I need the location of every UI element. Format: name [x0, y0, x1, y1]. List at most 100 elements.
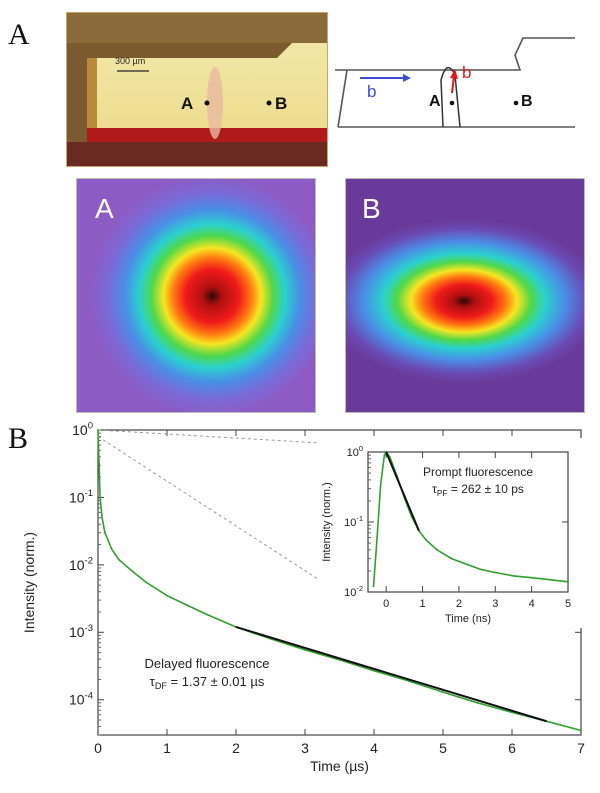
photo-top-region — [67, 13, 327, 43]
plot-0-data-point — [373, 669, 375, 672]
plot-1-data-point — [379, 483, 382, 485]
plot-1-data-point — [479, 568, 482, 571]
scale-bar-label: 300 µm — [115, 56, 146, 66]
red-arrow — [451, 75, 455, 94]
schematic-left-edge — [337, 69, 348, 128]
plot-0-data-point — [166, 594, 168, 597]
plot-1-data-point — [567, 580, 569, 583]
plot-1-data-point — [436, 548, 438, 551]
plot-1-annotation-title: Prompt fluorescence — [423, 465, 533, 479]
beam-profile-b: B — [345, 178, 585, 413]
plot-0-data-point — [304, 648, 306, 651]
plot-0-x-tick-label: 1 — [163, 740, 171, 756]
plot-0-data-point — [110, 548, 113, 551]
plot-1-annotation-tau: τPF = 262 ± 10 ps — [432, 482, 524, 498]
plot-0-y-tick-label: 10-2 — [69, 555, 93, 572]
microscope-image — [67, 13, 327, 166]
beam-profile-a-label: A — [95, 193, 114, 224]
plot-1-x-tick-label: 5 — [565, 598, 571, 610]
plot-0-annotation-tau: τDF = 1.37 ± 0.01 µs — [150, 674, 265, 691]
beam-profile-b-image — [346, 179, 584, 412]
schematic-point-a — [449, 100, 455, 106]
microscope-photo: 300 µm A B — [66, 12, 328, 167]
plot-0-y-tick-label: 10-1 — [69, 488, 93, 505]
schematic-blue-b-label: b — [367, 82, 377, 101]
plot-0-y-tick-label: 10-3 — [69, 623, 93, 640]
plot-1-data-point — [425, 539, 428, 542]
photo-point-a-label: A — [181, 94, 194, 113]
point-b-marker — [266, 100, 272, 106]
beam-profile-a: A — [76, 178, 316, 413]
plot-0-y-axis-label: Intensity (norm.) — [21, 532, 37, 633]
beam-profile-a-image — [77, 179, 315, 412]
schematic-point-b — [513, 100, 519, 106]
plot-1-y-tick-label: 10-1 — [344, 514, 363, 529]
plot-0-x-tick-label: 7 — [577, 740, 585, 756]
plot-0-fit-line — [235, 626, 547, 723]
plot-0-x-tick-label: 6 — [508, 740, 516, 756]
plot-0-data-point — [476, 701, 479, 704]
plot-0-x-tick-label: 0 — [94, 740, 102, 756]
plot-1-fit-line — [385, 451, 420, 532]
excitation-spot — [207, 67, 223, 139]
plot-0-x-tick-label: 3 — [301, 740, 309, 756]
plot-1-data-point — [530, 576, 533, 579]
photo-edge-left — [87, 58, 97, 138]
photo-bottom-region — [67, 142, 327, 166]
plot-1-data-point — [383, 454, 386, 457]
waveguide-schematic: b b A B — [335, 20, 580, 140]
plot-0-data-point — [117, 558, 120, 561]
plot-1-data-point — [548, 578, 551, 581]
schematic-red-b-label: b — [462, 63, 472, 82]
schematic-drawing — [335, 37, 575, 128]
plot-1-x-axis-label: Time (ns) — [445, 613, 491, 625]
beam-a-spot — [83, 179, 315, 412]
plot-0-x-tick-label: 4 — [370, 740, 378, 756]
plot-1-y-tick-label: 100 — [347, 444, 363, 459]
panel-label-a: A — [8, 18, 30, 51]
plot-0-data-point — [186, 604, 189, 607]
plot-1-data-point — [372, 585, 375, 588]
schematic-top-edge — [335, 37, 575, 71]
plot-0-data-point — [99, 496, 101, 499]
panel-label-b: B — [8, 422, 29, 455]
plot-1-data-point — [465, 563, 468, 566]
plot-1-y-axis-label: Intensity (norm.) — [321, 482, 333, 561]
plot-0-data-point — [145, 581, 148, 584]
plot-0-x-axis-label: Time (µs) — [310, 758, 369, 774]
plot-0-data-point — [442, 691, 444, 693]
plot-1-y-tick-label: 10-2 — [344, 584, 363, 599]
point-a-marker — [204, 100, 210, 106]
inset-guide-line-top — [97, 429, 339, 445]
plot-0-data-point — [101, 516, 104, 519]
fluorescence-decay-chart: 0 1 2 3 4 5 6 7 100 10-1 10-2 10-3 10-4 Time (µs) Inte… — [21, 421, 585, 774]
plot-0-annotation-title: Delayed fluorescence — [144, 656, 269, 671]
schematic-point-b-label: B — [521, 93, 533, 110]
beam-b-spot — [346, 219, 584, 383]
photo-red-edge — [87, 128, 327, 142]
plot-1-frame — [367, 451, 569, 593]
plot-1-data-point — [376, 536, 378, 539]
plot-1-x-tick-label: 0 — [383, 598, 389, 610]
plot-1-x-tick-label: 4 — [529, 598, 535, 610]
plot-0-y-tick-label: 10-4 — [69, 690, 94, 707]
plot-1-data-point — [450, 557, 453, 560]
plot-1-data-point — [494, 571, 497, 574]
plot-1-x-tick-label: 1 — [419, 598, 425, 610]
plot-1-x-tick-label: 2 — [456, 598, 462, 610]
photo-point-b-label: B — [275, 94, 288, 113]
plot-0-data-point — [131, 570, 134, 573]
red-arrow-head — [450, 69, 458, 79]
plot-0-data-point — [104, 531, 106, 534]
beam-profile-b-label: B — [362, 193, 381, 224]
plot-0-x-tick-label: 2 — [232, 740, 240, 756]
plot-1-data-point — [512, 574, 515, 577]
blue-arrow-head — [403, 74, 411, 82]
plot-0-y-tick-label: 100 — [72, 421, 93, 438]
schematic-point-a-label: A — [429, 93, 441, 110]
plot-0-series-0 — [97, 429, 582, 732]
plot-0-x-tick-label: 5 — [439, 740, 447, 756]
plot-0-data-point — [580, 729, 582, 732]
plot-1-x-tick-label: 3 — [492, 598, 498, 610]
plot-0-data-point — [207, 614, 210, 616]
